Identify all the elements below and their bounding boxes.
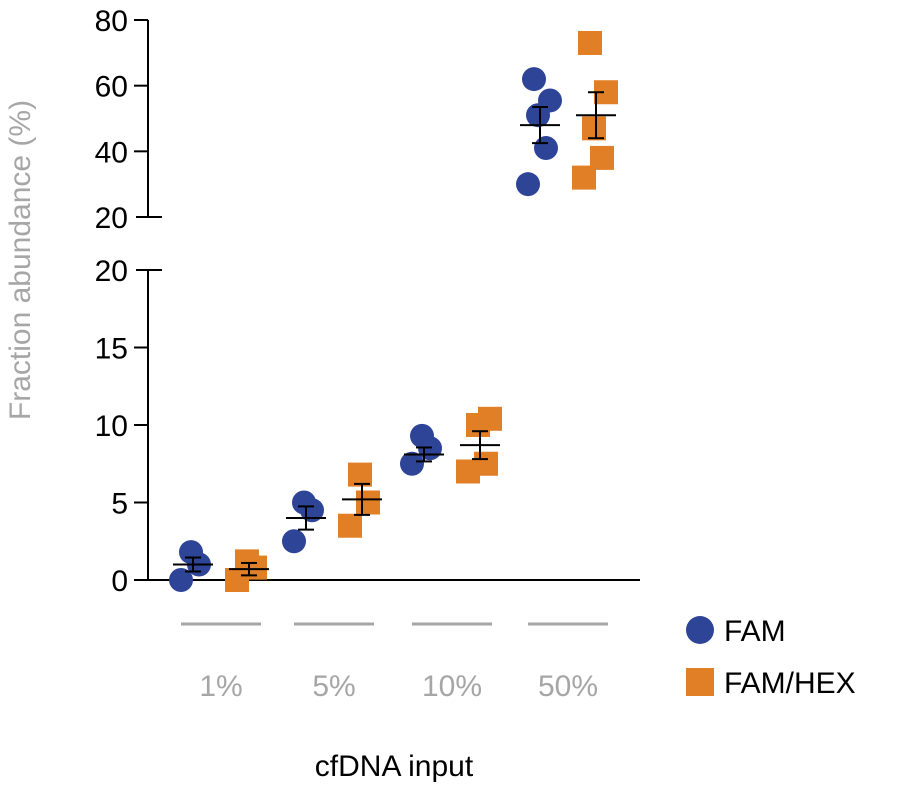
y-tick-label-upper-80: 80 [95,5,128,38]
point-FAM/HEX-1-0 [338,513,362,538]
point-FAM/HEX-1-1 [356,490,380,515]
x-axis-title: cfDNA input [315,750,474,783]
category-label-1: 5% [312,670,355,703]
y-axis-title: Fraction abundance (%) [4,100,37,420]
point-FAM/HEX-3-1 [590,145,614,170]
y-tick-label-upper-40: 40 [95,136,128,169]
y-tick-label-lower-0: 0 [111,565,128,598]
point-FAM-2-0 [400,451,424,476]
point-FAM/HEX-2-1 [474,451,498,476]
legend-marker-famhex [686,668,714,696]
point-FAM/HEX-2-3 [478,406,502,431]
category-label-2: 10% [422,670,482,703]
category-labels: 1% 5% 10% 50% [199,670,598,703]
tick-labels: 0 5 10 15 20 20 40 60 80 [95,5,128,598]
point-FAM-3-4 [522,67,546,92]
legend-label-famhex: FAM/HEX [724,667,856,700]
point-FAM-2-2 [410,423,434,448]
data-points [169,30,618,592]
error-bars [173,91,616,577]
point-FAM/HEX-3-4 [578,30,602,55]
point-FAM-0-2 [179,540,203,565]
legend-label-fam: FAM [724,615,786,648]
point-FAM-0-0 [169,568,193,592]
point-FAM-3-1 [534,136,558,161]
point-FAM/HEX-3-2 [582,116,606,141]
point-FAM/HEX-1-2 [348,462,372,487]
y-tick-label-upper-20: 20 [95,202,128,235]
y-tick-label-lower-5: 5 [111,488,128,521]
point-FAM-1-0 [282,529,306,554]
legend: FAM FAM/HEX [686,615,856,700]
legend-marker-fam [686,616,714,644]
y-tick-label-lower-20: 20 [95,255,128,288]
y-tick-label-upper-60: 60 [95,71,128,104]
y-tick-label-lower-15: 15 [95,333,128,366]
axes [134,19,640,581]
category-label-0: 1% [199,670,242,703]
y-tick-label-lower-10: 10 [95,410,128,443]
point-FAM-3-3 [538,88,562,113]
point-FAM-3-0 [516,172,540,197]
category-label-3: 50% [538,670,598,703]
point-FAM-1-2 [292,490,316,515]
